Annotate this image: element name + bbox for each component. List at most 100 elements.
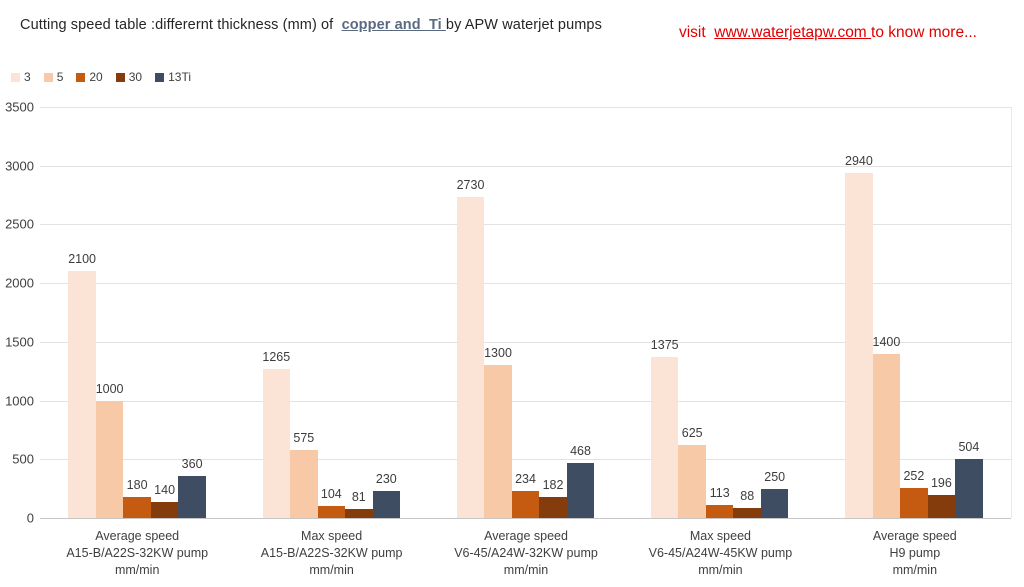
- bar-value-label: 113: [709, 485, 730, 500]
- gridline: [40, 224, 1011, 226]
- bar-slot-3: 1265: [262, 107, 291, 518]
- plot-area: 2100 1000 180 140 360 1265 575 104 81 230 2730 1300…: [40, 107, 1012, 519]
- bar-slot-30: 182: [539, 107, 567, 518]
- bar-series-13Ti: [372, 491, 401, 518]
- bar-value-label: 230: [375, 472, 397, 486]
- gridline: [40, 459, 1011, 461]
- y-axis-tick-label: 0: [26, 510, 34, 526]
- category-label-line: A15-B/A22S-32KW pump: [66, 546, 209, 560]
- y-axis-tick-label: 2500: [5, 216, 34, 232]
- bar-series-5: [484, 365, 512, 518]
- legend-item-5: 5: [43, 70, 64, 84]
- category-label: Max speed A15-B/A22S-32KW pump mm/min: [234, 519, 428, 579]
- y-axis-tick-label: 500: [12, 451, 34, 467]
- bar-slot-20: 104: [317, 107, 346, 518]
- bar-series-3: [456, 197, 485, 518]
- legend-swatch-icon: [76, 72, 86, 82]
- bar-slot-13Ti: 360: [178, 107, 206, 518]
- bar-slot-30: 196: [927, 107, 956, 518]
- bar-series-30: [539, 496, 567, 518]
- gridline: [40, 518, 1011, 519]
- bar-series-20: [317, 505, 346, 518]
- bar-series-3: [68, 271, 96, 518]
- bar-series-13Ti: [955, 458, 983, 518]
- bar-series-20: [900, 488, 928, 518]
- bar-series-5: [872, 353, 901, 518]
- category-label-line: Average speed: [872, 529, 957, 543]
- legend-label: 20: [89, 70, 103, 84]
- bar-value-label: 1000: [95, 381, 124, 396]
- website-link[interactable]: www.waterjetapw.com: [714, 24, 872, 41]
- category-label-line: mm/min: [309, 563, 354, 577]
- gridline: [40, 107, 1011, 108]
- bar-group: 1265 575 104 81 230: [234, 107, 428, 518]
- bar-slot-20: 180: [123, 107, 151, 518]
- bar-value-label: 575: [293, 431, 315, 446]
- bar-group: 1375 625 113 88 250: [623, 107, 817, 518]
- legend-item-20: 20: [76, 70, 103, 84]
- legend-item-3: 3: [11, 70, 31, 84]
- bar-series-13Ti: [566, 463, 595, 518]
- gridline: [40, 283, 1011, 285]
- bar-series-3: [262, 369, 291, 518]
- bar-value-label: 625: [681, 425, 703, 440]
- bar-series-20: [511, 490, 540, 518]
- y-axis-tick-label: 1000: [5, 393, 34, 409]
- bar-slot-30: 81: [345, 107, 373, 518]
- category-label: Average speed V6-45/A24W-32KW pump mm/min: [429, 519, 623, 579]
- legend-swatch-icon: [11, 72, 20, 82]
- x-axis-category-labels: Average speed A15-B/A22S-32KW pump mm/min M…: [40, 519, 1012, 579]
- bar-group: 2730 1300 234 182 468: [428, 107, 622, 518]
- category-label: Average speed H9 pump mm/min: [818, 519, 1012, 579]
- category-label: Average speed A15-B/A22S-32KW pump mm/min: [40, 519, 234, 579]
- legend-swatch-icon: [155, 72, 165, 82]
- gridline: [40, 165, 1011, 167]
- legend-label: 3: [24, 70, 31, 84]
- bar-value-label: 252: [903, 469, 925, 484]
- bar-slot-5: 625: [678, 107, 706, 518]
- bar-slot-13Ti: 468: [566, 107, 595, 518]
- y-axis: 0 500 1000 1500 2000 2500 3000 3500: [0, 100, 34, 526]
- bar-series-30: [345, 508, 373, 518]
- bar-slot-20: 234: [511, 107, 540, 518]
- bar-group: 2940 1400 252 196 504: [817, 107, 1011, 518]
- bar-value-label: 88: [740, 488, 755, 503]
- category-label-line: Max speed: [689, 529, 751, 543]
- bar-series-30: [927, 494, 956, 518]
- bar-groups: 2100 1000 180 140 360 1265 575 104 81 230 2730 1300…: [40, 107, 1011, 518]
- legend: 3 5 20 30 13Ti: [11, 70, 191, 84]
- note-prefix: visit: [678, 24, 715, 41]
- bar-slot-3: 2940: [845, 107, 873, 518]
- bar-series-30: [150, 501, 179, 518]
- bar-slot-30: 88: [733, 107, 761, 518]
- category-label-line: Average speed: [95, 529, 180, 543]
- bar-value-label: 1300: [484, 346, 512, 361]
- bar-value-label: 234: [515, 471, 536, 486]
- bar-slot-5: 1300: [484, 107, 512, 518]
- category-label-line: A15-B/A22S-32KW pump: [260, 546, 403, 560]
- bar-group: 2100 1000 180 140 360: [40, 107, 234, 518]
- category-label-line: V6-45/A24W-45KW pump: [648, 546, 793, 560]
- bar-value-label: 504: [958, 439, 980, 454]
- bar-series-30: [733, 507, 761, 518]
- y-axis-tick-label: 2000: [5, 275, 34, 291]
- bar-slot-13Ti: 250: [760, 107, 789, 518]
- bar-value-label: 1400: [872, 334, 901, 349]
- bar-slot-5: 1000: [96, 107, 124, 518]
- bar-slot-13Ti: 230: [372, 107, 401, 518]
- bar-value-label: 140: [154, 482, 176, 497]
- bar-value-label: 468: [570, 444, 591, 459]
- legend-label: 5: [56, 70, 64, 84]
- category-label-line: mm/min: [698, 563, 743, 577]
- category-label: Max speed V6-45/A24W-45KW pump mm/min: [623, 519, 817, 579]
- bar-slot-3: 1375: [651, 107, 679, 518]
- y-axis-tick-label: 3500: [5, 99, 34, 115]
- gridline: [40, 341, 1011, 343]
- bar-value-label: 250: [764, 469, 786, 484]
- bar-series-20: [123, 496, 151, 518]
- bar-series-13Ti: [760, 488, 789, 518]
- bar-slot-3: 2100: [68, 107, 96, 518]
- chart-title: Cutting speed table :differernt thicknes…: [20, 17, 602, 33]
- category-label-line: Average speed: [484, 529, 568, 543]
